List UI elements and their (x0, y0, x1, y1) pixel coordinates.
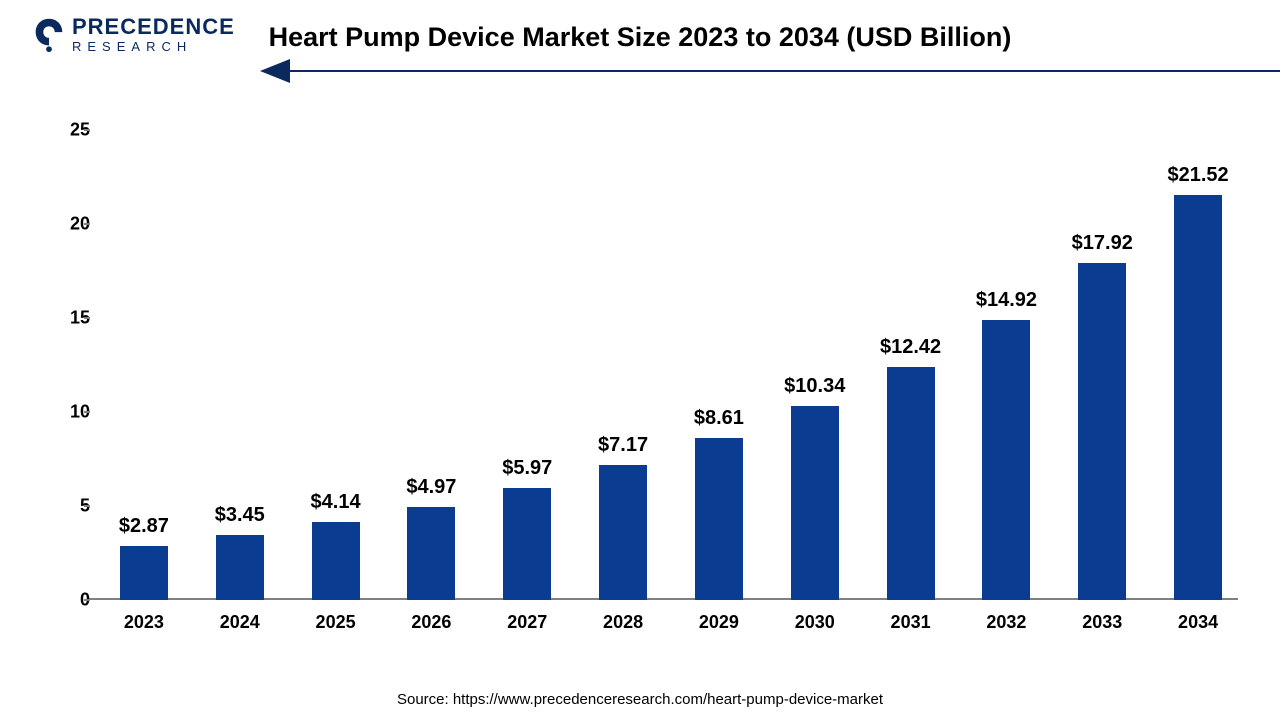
x-axis-label: 2031 (891, 612, 931, 633)
chart-title: Heart Pump Device Market Size 2023 to 20… (0, 22, 1280, 53)
bar-group: $21.522034 (1174, 195, 1222, 600)
bar-group: $12.422031 (887, 367, 935, 600)
bar-group: $2.872023 (120, 546, 168, 600)
x-axis-label: 2024 (220, 612, 260, 633)
bar-value-label: $2.87 (119, 515, 169, 538)
x-axis-label: 2032 (986, 612, 1026, 633)
source-text: Source: https://www.precedenceresearch.c… (0, 691, 1280, 708)
decorative-arrow-line (280, 70, 1280, 72)
bar-value-label: $17.92 (1072, 232, 1133, 255)
bar-group: $10.342030 (791, 406, 839, 600)
bar-value-label: $12.42 (880, 336, 941, 359)
bar-value-label: $5.97 (502, 457, 552, 480)
x-axis-label: 2025 (316, 612, 356, 633)
bar-group: $8.612029 (695, 438, 743, 600)
bar (503, 488, 551, 600)
x-axis-label: 2033 (1082, 612, 1122, 633)
bar (120, 546, 168, 600)
bar (1174, 195, 1222, 600)
bar-value-label: $7.17 (598, 434, 648, 457)
bar-group: $5.972027 (503, 488, 551, 600)
bar-group: $17.922033 (1078, 263, 1126, 600)
bar-value-label: $8.61 (694, 407, 744, 430)
bar-value-label: $14.92 (976, 289, 1037, 312)
bar (887, 367, 935, 600)
x-axis-label: 2034 (1178, 612, 1218, 633)
x-axis-label: 2027 (507, 612, 547, 633)
x-axis-label: 2028 (603, 612, 643, 633)
y-tick-mark (84, 317, 90, 319)
y-tick-mark (84, 599, 90, 601)
bar (1078, 263, 1126, 600)
chart-area: $2.872023$3.452024$4.142025$4.972026$5.9… (50, 120, 1250, 650)
bar-value-label: $3.45 (215, 504, 265, 527)
bar-group: $4.972026 (407, 507, 455, 600)
bar (216, 535, 264, 600)
x-axis-label: 2030 (795, 612, 835, 633)
y-tick-mark (84, 505, 90, 507)
bar-group: $4.142025 (312, 522, 360, 600)
arrow-left-icon (260, 59, 290, 83)
bar (982, 320, 1030, 600)
bar (407, 507, 455, 600)
bar-group: $3.452024 (216, 535, 264, 600)
bar-group: $7.172028 (599, 465, 647, 600)
bar-value-label: $4.14 (311, 491, 361, 514)
x-axis-label: 2023 (124, 612, 164, 633)
x-axis-label: 2029 (699, 612, 739, 633)
bar (312, 522, 360, 600)
bar-value-label: $4.97 (406, 476, 456, 499)
bar (695, 438, 743, 600)
x-axis-label: 2026 (411, 612, 451, 633)
y-tick-mark (84, 223, 90, 225)
y-tick-mark (84, 411, 90, 413)
bar (599, 465, 647, 600)
plot-region: $2.872023 $3.452024 $4.142025 $4.972026 $5.9… (88, 130, 1238, 600)
bar-group: $14.922032 (982, 320, 1030, 600)
y-tick-mark (84, 129, 90, 131)
bar-value-label: $10.34 (784, 375, 845, 398)
bar-value-label: $21.52 (1167, 164, 1228, 187)
bar (791, 406, 839, 600)
